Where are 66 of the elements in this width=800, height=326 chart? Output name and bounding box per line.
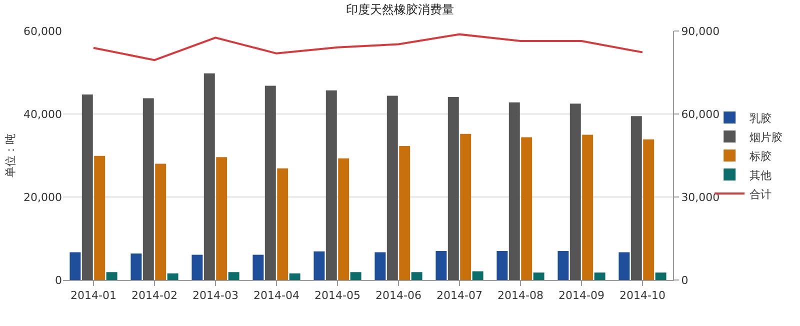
x-tick-label: 2014-07 xyxy=(436,289,482,302)
bar xyxy=(570,104,581,280)
x-tick-label: 2014-03 xyxy=(192,289,238,302)
x-tick-label: 2014-05 xyxy=(314,289,360,302)
bar xyxy=(399,146,410,280)
x-tick-label: 2014-09 xyxy=(558,289,604,302)
y2-tick-label: 0 xyxy=(681,274,688,287)
y2-tick-label: 90,000 xyxy=(681,24,720,38)
bar xyxy=(70,252,81,280)
legend-label: 合计 xyxy=(750,188,772,201)
bar xyxy=(338,158,350,280)
bar xyxy=(192,254,203,280)
bar xyxy=(472,271,484,280)
bar xyxy=(460,134,472,280)
bar xyxy=(350,272,362,280)
bar xyxy=(582,134,594,280)
x-tick-label: 2014-04 xyxy=(254,289,300,302)
y-axis-title: 单位：吨 xyxy=(4,134,18,178)
bar xyxy=(264,86,276,280)
bar xyxy=(228,272,240,280)
bar xyxy=(252,254,264,280)
x-tick-label: 2014-06 xyxy=(376,289,422,302)
x-tick-label: 2014-01 xyxy=(70,289,116,302)
bar xyxy=(496,250,508,280)
bar xyxy=(130,253,142,280)
bar xyxy=(106,272,118,280)
y-tick-label: 20,000 xyxy=(24,190,62,204)
bar xyxy=(411,272,422,280)
legend-label: 标胶 xyxy=(748,150,772,163)
legend-label: 其他 xyxy=(750,168,772,182)
bar xyxy=(142,98,154,280)
y-tick-label: 40,000 xyxy=(24,108,62,121)
chart-title: 印度天然橡胶消费量 xyxy=(346,2,454,16)
bar xyxy=(167,273,178,280)
bar xyxy=(94,156,106,280)
bar xyxy=(82,94,93,280)
legend-label: 烟片胶 xyxy=(750,130,783,144)
y2-tick-label: 60,000 xyxy=(681,108,720,121)
bar xyxy=(594,272,606,280)
y-tick-label: 0 xyxy=(55,274,62,287)
bar xyxy=(655,272,666,280)
bar xyxy=(533,272,544,280)
y-tick-label: 60,000 xyxy=(24,24,62,38)
x-tick-label: 2014-02 xyxy=(132,289,178,302)
bar xyxy=(386,96,398,280)
line-series xyxy=(92,33,644,62)
bar xyxy=(277,168,288,280)
bar xyxy=(508,102,520,280)
y2-tick-label: 30,000 xyxy=(681,190,720,204)
bar xyxy=(314,251,325,280)
bar xyxy=(618,252,630,280)
bar xyxy=(521,137,532,280)
bar xyxy=(204,73,215,280)
bar xyxy=(155,164,166,280)
bar xyxy=(436,250,447,280)
legend-label: 乳胶 xyxy=(750,112,772,125)
bar xyxy=(289,273,300,280)
bar xyxy=(630,116,642,280)
bar xyxy=(558,250,569,280)
x-tick-label: 2014-10 xyxy=(620,289,666,302)
bar xyxy=(326,90,337,280)
bar xyxy=(374,252,386,280)
bar xyxy=(216,157,228,280)
x-tick-label: 2014-08 xyxy=(498,289,544,302)
bar xyxy=(448,96,459,280)
bar xyxy=(643,139,654,280)
